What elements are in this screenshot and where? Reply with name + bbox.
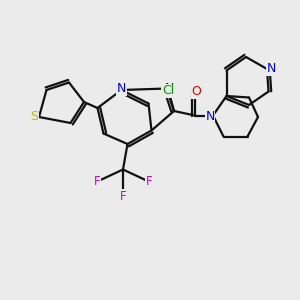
Text: S: S: [31, 110, 38, 124]
Text: Cl: Cl: [162, 84, 174, 98]
Text: N: N: [165, 82, 174, 95]
Text: F: F: [146, 175, 152, 188]
Text: O: O: [192, 85, 201, 98]
Text: N: N: [267, 62, 276, 76]
Text: F: F: [120, 190, 126, 203]
Text: F: F: [94, 175, 100, 188]
Text: N: N: [117, 82, 126, 95]
Text: N: N: [205, 110, 215, 124]
